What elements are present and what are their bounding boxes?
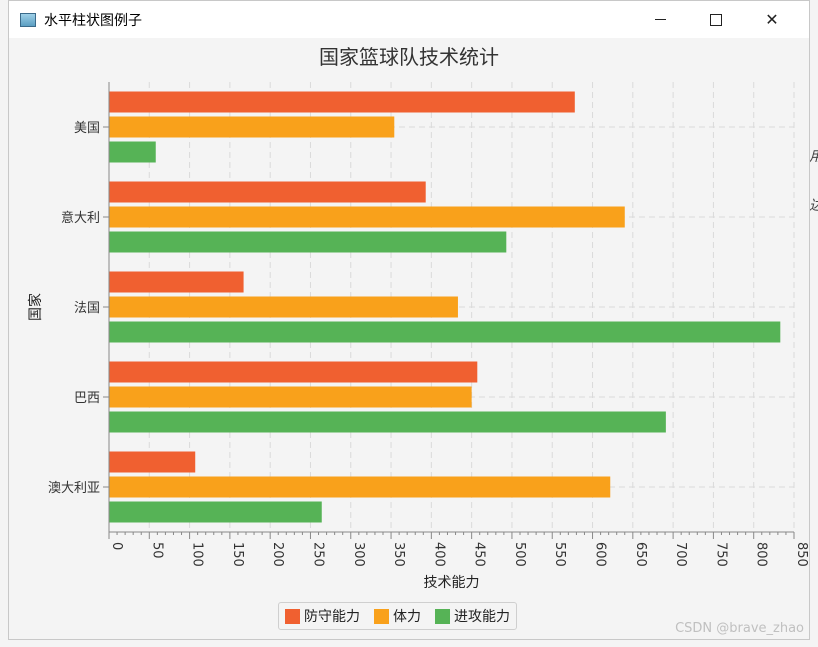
legend-item: 体力 (374, 606, 421, 626)
x-tick-label: 400 (431, 542, 446, 567)
chart-legend: 防守能力 体力 进攻能力 (278, 602, 517, 630)
bar (109, 476, 611, 498)
x-tick-label: 700 (673, 542, 688, 567)
bar (109, 296, 458, 318)
legend-label: 进攻能力 (454, 609, 510, 625)
legend-swatch (435, 608, 450, 624)
y-tick-label: 意大利 (61, 210, 100, 226)
bar (109, 181, 426, 203)
legend-swatch (285, 608, 300, 624)
maximize-icon (710, 13, 722, 26)
legend-swatch (374, 608, 389, 624)
x-tick-label: 50 (149, 542, 164, 559)
bar (109, 386, 472, 408)
x-tick-label: 350 (391, 542, 406, 567)
bar (109, 116, 395, 138)
x-tick-label: 650 (633, 542, 648, 567)
minimize-icon (654, 19, 666, 20)
bar (109, 361, 478, 383)
x-tick-label: 600 (593, 542, 608, 567)
x-axis-title: 技术能力 (424, 575, 480, 591)
y-tick-label: 澳大利亚 (48, 480, 100, 496)
x-tick-label: 450 (472, 542, 487, 567)
x-tick-label: 850 (794, 542, 809, 567)
legend-label: 体力 (393, 609, 421, 625)
background-text-fragment: 用 (809, 146, 818, 166)
x-tick-label: 300 (351, 542, 366, 567)
bar (109, 451, 196, 473)
bar (109, 411, 666, 433)
bar (109, 501, 322, 523)
y-tick-label: 美国 (74, 121, 100, 136)
legend-item: 进攻能力 (435, 606, 510, 626)
maximize-button[interactable] (693, 1, 739, 38)
x-tick-label: 800 (754, 542, 769, 567)
y-axis-title: 国家 (27, 293, 44, 321)
window-title: 水平柱状图例子 (44, 12, 142, 29)
x-tick-label: 250 (310, 542, 325, 567)
y-tick-label: 法国 (74, 301, 100, 316)
legend-item: 防守能力 (285, 606, 360, 626)
bar (109, 231, 507, 253)
bar (109, 271, 244, 293)
x-tick-label: 0 (109, 542, 124, 550)
title-bar[interactable]: 水平柱状图例子 ✕ (9, 1, 809, 38)
x-tick-label: 200 (270, 542, 285, 567)
app-icon (20, 12, 36, 27)
x-tick-label: 750 (713, 542, 728, 567)
legend-label: 防守能力 (304, 609, 360, 625)
x-tick-label: 100 (190, 542, 205, 567)
close-button[interactable]: ✕ (749, 1, 795, 38)
watermark: CSDN @brave_zhao (675, 621, 804, 636)
x-tick-label: 150 (230, 542, 245, 567)
bar (109, 321, 781, 343)
y-tick-label: 巴西 (74, 391, 100, 406)
x-tick-label: 550 (552, 542, 567, 567)
bar (109, 141, 156, 163)
close-icon: ✕ (765, 10, 779, 29)
background-text-fragment: 达 (809, 195, 818, 215)
x-tick-label: 500 (512, 542, 527, 567)
minimize-button[interactable] (637, 1, 683, 38)
bar (109, 91, 575, 113)
chart-title: 国家篮球队技术统计 (319, 45, 499, 69)
bar (109, 206, 625, 228)
